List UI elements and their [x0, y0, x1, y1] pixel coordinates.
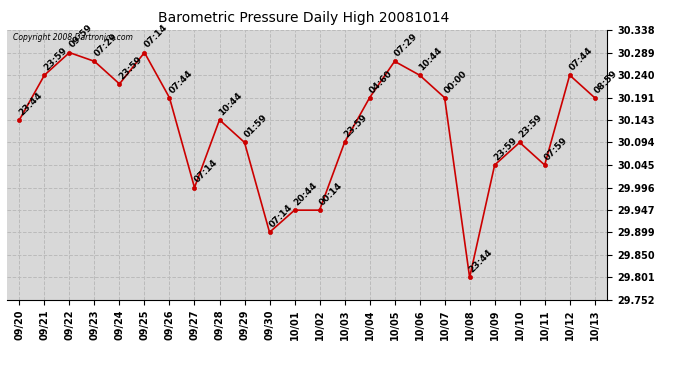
Text: 07:29: 07:29: [393, 32, 419, 58]
Text: 23:44: 23:44: [17, 90, 44, 117]
Text: 07:44: 07:44: [567, 46, 594, 72]
Text: Barometric Pressure Daily High 20081014: Barometric Pressure Daily High 20081014: [158, 11, 449, 25]
Text: 10:44: 10:44: [417, 46, 444, 72]
Text: 23:59: 23:59: [518, 113, 544, 140]
Text: 00:14: 00:14: [317, 181, 344, 207]
Text: Copyright 2008 Dartronics.com: Copyright 2008 Dartronics.com: [13, 33, 132, 42]
Text: 07:44: 07:44: [167, 68, 194, 95]
Text: 10:44: 10:44: [217, 90, 244, 117]
Text: 23:59: 23:59: [42, 46, 69, 72]
Text: 07:14: 07:14: [193, 158, 219, 185]
Text: 01:59: 01:59: [242, 113, 269, 140]
Text: 23:44: 23:44: [467, 248, 494, 274]
Text: 07:29: 07:29: [92, 32, 119, 58]
Text: 23:59: 23:59: [342, 113, 369, 140]
Text: 20:44: 20:44: [293, 181, 319, 207]
Text: 00:00: 00:00: [442, 69, 469, 95]
Text: 09:59: 09:59: [67, 23, 94, 50]
Text: 07:59: 07:59: [542, 135, 569, 162]
Text: 04:60: 04:60: [367, 68, 394, 95]
Text: 07:14: 07:14: [267, 203, 294, 229]
Text: 08:59: 08:59: [593, 68, 619, 95]
Text: 23:59: 23:59: [117, 54, 144, 81]
Text: 07:14: 07:14: [142, 23, 169, 50]
Text: 23:59: 23:59: [493, 135, 519, 162]
